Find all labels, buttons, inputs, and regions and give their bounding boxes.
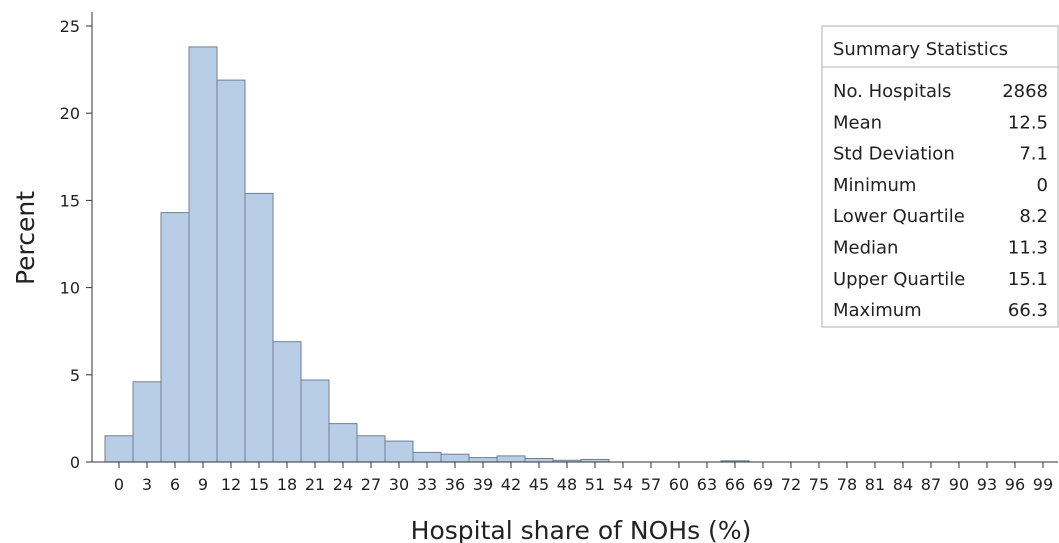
summary-value-1: 12.5 [1008,112,1048,133]
x-tick-label-15: 45 [529,475,549,494]
summary-value-2: 7.1 [1019,144,1048,165]
summary-rows: No. Hospitals 2868 Mean 12.5 Std Deviation 7.… [833,81,1048,321]
x-tick-label-18: 54 [613,475,633,494]
summary-value-0: 2868 [1002,81,1048,102]
summary-label-2: Std Deviation [833,144,955,165]
histogram-bar-12 [440,453,470,463]
x-tick-label-11: 33 [417,475,437,494]
y-tick-label-4: 20 [60,104,80,123]
x-tick-label-25: 75 [809,475,829,494]
x-tick-label-33: 99 [1033,475,1053,494]
histogram-bar-14 [496,455,526,463]
histogram-bar-8 [328,423,358,463]
summary-value-7: 66.3 [1008,300,1048,321]
summary-statistics-box: Summary Statistics No. Hospitals 2868 Mean… [821,25,1059,328]
x-tick-label-4: 12 [221,475,241,494]
x-tick-label-26: 78 [837,475,857,494]
histogram-bar-5 [244,192,274,463]
histogram-bar-0 [104,435,134,463]
x-tick-label-22: 66 [725,475,745,494]
x-tick-label-20: 60 [669,475,689,494]
x-tick-label-1: 3 [142,475,152,494]
x-tick-label-23: 69 [753,475,773,494]
y-tick-label-2: 10 [60,279,80,298]
summary-value-3: 0 [1037,175,1048,196]
x-tick-label-17: 51 [585,475,605,494]
summary-label-3: Minimum [833,175,916,196]
summary-value-4: 8.2 [1019,206,1048,227]
histogram-bar-11 [412,451,442,463]
x-tick-label-0: 0 [114,475,124,494]
x-tick-label-2: 6 [170,475,180,494]
x-axis-title: Hospital share of NOHs (%) [411,516,752,543]
histogram-bar-13 [468,457,498,463]
x-ticks-group: 0 3 6 9 12 15 18 21 24 27 30 33 36 39 42 45 48 51 54 57 60 63… [114,462,1053,494]
summary-label-4: Lower Quartile [833,206,965,227]
y-axis-title: Percent [11,191,40,285]
x-tick-label-24: 72 [781,475,801,494]
y-tick-label-5: 25 [60,17,80,36]
x-tick-label-28: 84 [893,475,913,494]
x-tick-label-7: 21 [305,475,325,494]
x-tick-label-3: 9 [198,475,208,494]
summary-label-6: Upper Quartile [833,269,965,290]
x-tick-label-27: 81 [865,475,885,494]
summary-title: Summary Statistics [833,39,1008,60]
bars-group [104,46,750,463]
x-tick-label-10: 30 [389,475,409,494]
summary-value-6: 15.1 [1008,269,1048,290]
x-tick-label-19: 57 [641,475,661,494]
x-tick-label-16: 48 [557,475,577,494]
y-tick-label-0: 0 [70,453,80,472]
summary-box-frame [821,25,1059,328]
histogram-bar-10 [384,440,414,463]
histogram-bar-9 [356,435,386,463]
x-tick-label-12: 36 [445,475,465,494]
x-tick-label-31: 93 [977,475,997,494]
histogram-bar-15 [524,458,554,463]
histogram-bar-6 [272,341,302,463]
x-tick-label-14: 42 [501,475,521,494]
summary-label-5: Median [833,238,898,259]
x-tick-label-21: 63 [697,475,717,494]
x-tick-label-13: 39 [473,475,493,494]
y-ticks-group: 0 5 10 15 20 25 [60,17,92,472]
y-tick-label-1: 5 [70,366,80,385]
x-tick-label-5: 15 [249,475,269,494]
summary-label-7: Maximum [833,300,922,321]
summary-label-1: Mean [833,112,882,133]
histogram-bar-7 [300,379,330,463]
axes-group [91,12,1058,463]
x-tick-label-8: 24 [333,475,353,494]
x-tick-label-9: 27 [361,475,381,494]
histogram-bar-2 [160,212,190,463]
histogram-bar-3 [188,46,218,463]
x-tick-label-32: 96 [1005,475,1025,494]
summary-value-5: 11.3 [1008,238,1048,259]
y-tick-label-3: 15 [60,191,80,210]
x-tick-label-6: 18 [277,475,297,494]
histogram-bar-1 [132,381,162,463]
x-tick-label-30: 90 [949,475,969,494]
histogram-bar-4 [216,79,246,463]
x-tick-label-29: 87 [921,475,941,494]
summary-label-0: No. Hospitals [833,81,951,102]
